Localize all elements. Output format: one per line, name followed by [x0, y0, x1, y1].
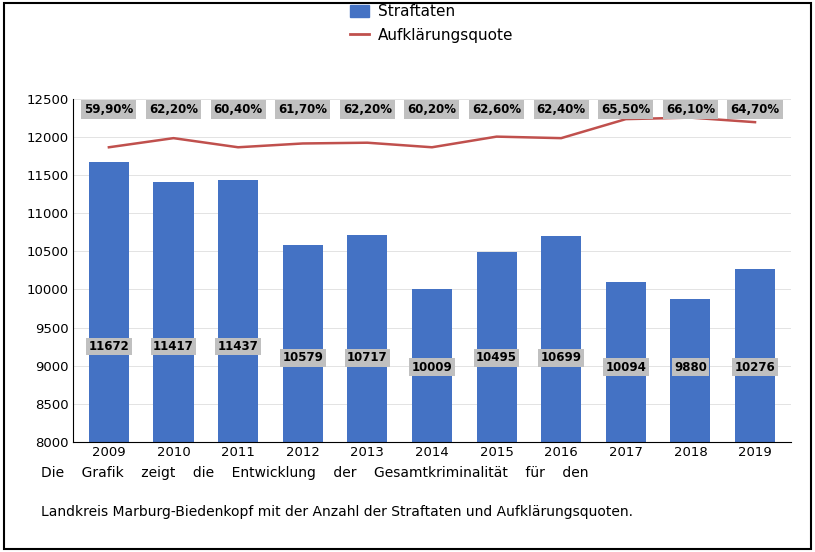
- Text: 10276: 10276: [734, 360, 775, 374]
- Text: 62,20%: 62,20%: [149, 103, 198, 116]
- Bar: [347, 235, 387, 552]
- Text: Die    Grafik    zeigt    die    Entwicklung    der    Gesamtkriminalität    für: Die Grafik zeigt die Entwicklung der Ges…: [41, 466, 588, 480]
- Text: 10094: 10094: [606, 360, 646, 374]
- Text: 62,60%: 62,60%: [472, 103, 521, 116]
- Bar: [671, 299, 711, 552]
- Text: 11437: 11437: [218, 340, 258, 353]
- Text: 10699: 10699: [540, 352, 582, 364]
- Text: 10009: 10009: [412, 360, 452, 374]
- Text: 10717: 10717: [347, 352, 388, 364]
- Bar: [218, 180, 258, 552]
- Bar: [541, 236, 581, 552]
- Text: 59,90%: 59,90%: [84, 103, 134, 116]
- Text: 9880: 9880: [674, 360, 707, 374]
- Bar: [89, 162, 129, 552]
- Text: 11417: 11417: [153, 340, 194, 353]
- Text: 11672: 11672: [89, 340, 130, 353]
- Bar: [606, 282, 645, 552]
- Text: 60,40%: 60,40%: [214, 103, 262, 116]
- Legend: Straftaten, Aufklärungsquote: Straftaten, Aufklärungsquote: [350, 4, 513, 43]
- Text: 10495: 10495: [476, 352, 517, 364]
- Text: 66,10%: 66,10%: [666, 103, 715, 116]
- Bar: [477, 252, 517, 552]
- Text: 60,20%: 60,20%: [408, 103, 456, 116]
- Text: Landkreis Marburg-Biedenkopf mit der Anzahl der Straftaten und Aufklärungsquoten: Landkreis Marburg-Biedenkopf mit der Anz…: [41, 505, 632, 519]
- Bar: [412, 289, 452, 552]
- Text: 10579: 10579: [282, 352, 324, 364]
- Bar: [153, 182, 193, 552]
- Text: 62,40%: 62,40%: [536, 103, 586, 116]
- Text: 64,70%: 64,70%: [730, 103, 780, 116]
- Bar: [283, 246, 323, 552]
- Bar: [735, 268, 775, 552]
- Text: 62,20%: 62,20%: [343, 103, 392, 116]
- Text: 61,70%: 61,70%: [278, 103, 328, 116]
- Text: 65,50%: 65,50%: [601, 103, 650, 116]
